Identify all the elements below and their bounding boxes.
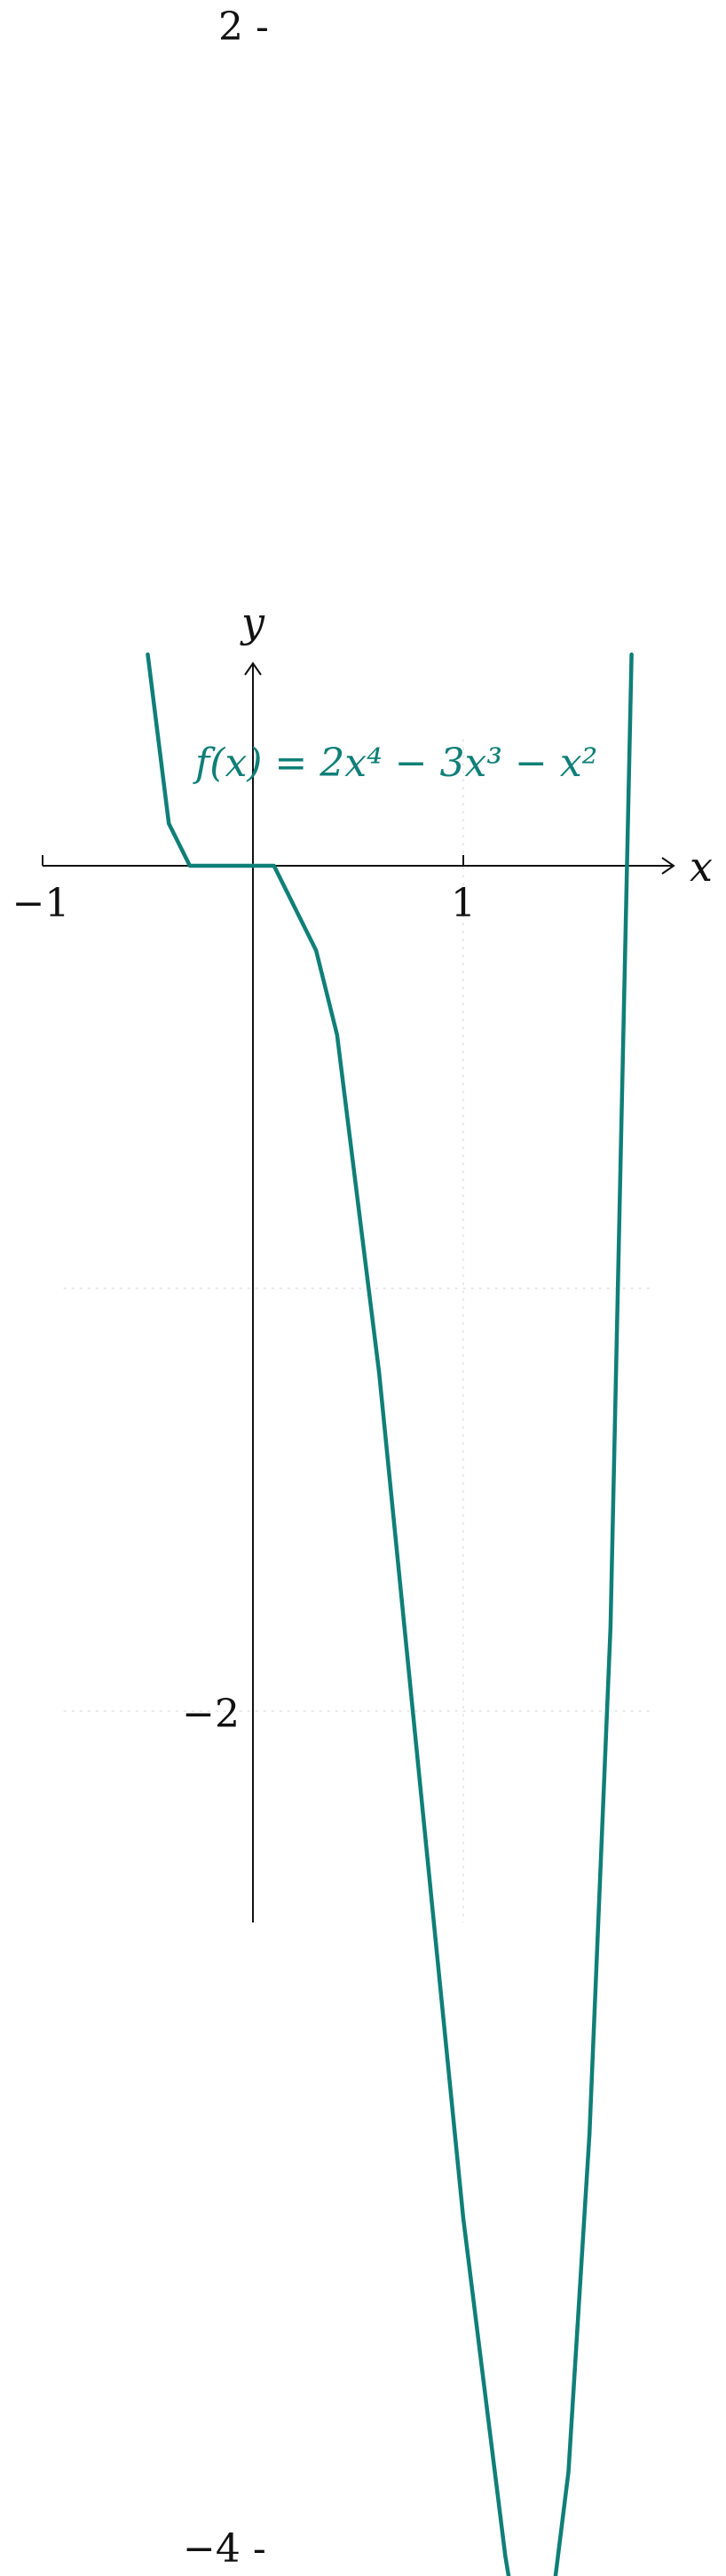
y-axis-label: y	[240, 598, 265, 646]
y-tick-label: −2	[182, 1692, 240, 1737]
x-tick-label: 1	[451, 881, 476, 926]
y-axis-arrow	[244, 662, 262, 676]
x-axis-label: x	[690, 843, 713, 891]
labels: −1 1 2 - −2 −4 - x y f(x) = 2x⁴ − 3x³ − x²	[12, 4, 713, 2572]
series-label: f(x) = 2x⁴ − 3x³ − x²	[193, 741, 597, 786]
x-axis-arrow	[661, 857, 675, 875]
y-tick-label: 2 -	[218, 4, 269, 50]
axes	[42, 662, 675, 1922]
y-tick-label: −4 -	[183, 2526, 266, 2572]
series-line	[146, 652, 634, 2576]
grid-lines	[63, 739, 653, 1922]
x-tick-label: −1	[12, 881, 70, 926]
series-layer	[146, 652, 634, 2576]
